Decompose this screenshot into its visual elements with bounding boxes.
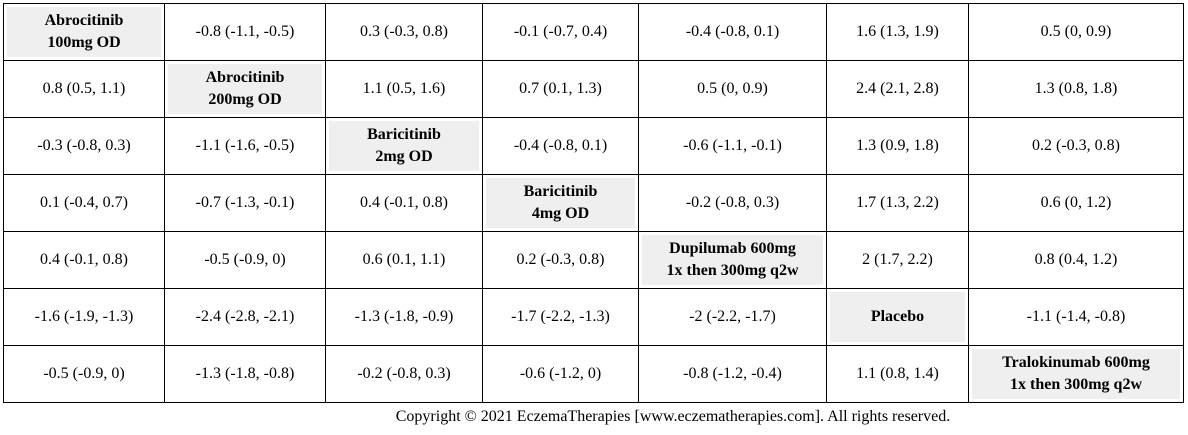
table-row: 0.4 (-0.1, 0.8) -0.5 (-0.9, 0) 0.6 (0.1, 1… xyxy=(3,231,1184,289)
comparison-cell: -0.2 (-0.8, 0.3) xyxy=(638,174,827,232)
footer: Copyright © 2021 EczemaTherapies [www.ec… xyxy=(395,408,951,425)
treatment-cell: Baricitinib 2mg OD xyxy=(325,117,483,175)
comparison-cell: -0.8 (-1.1, -0.5) xyxy=(164,3,326,61)
comparison-cell: 0.3 (-0.3, 0.8) xyxy=(325,3,483,61)
comparison-cell: -0.5 (-0.9, 0) xyxy=(3,345,165,403)
comparison-cell: -1.1 (-1.4, -0.8) xyxy=(968,288,1184,346)
comparison-cell: 1.1 (0.8, 1.4) xyxy=(826,345,969,403)
treatment-cell: Baricitinib 4mg OD xyxy=(482,174,639,232)
treatment-name: Abrocitinib 200mg OD xyxy=(168,64,322,114)
league-table: Abrocitinib 100mg OD -0.8 (-1.1, -0.5) 0.3… xyxy=(3,3,1184,403)
comparison-cell: 0.8 (0.5, 1.1) xyxy=(3,60,165,118)
comparison-cell: 2 (1.7, 2.2) xyxy=(826,231,969,289)
table-row: Abrocitinib 100mg OD -0.8 (-1.1, -0.5) 0.3… xyxy=(3,3,1184,61)
comparison-cell: -0.5 (-0.9, 0) xyxy=(164,231,326,289)
treatment-cell: Abrocitinib 100mg OD xyxy=(3,3,165,61)
table-row: -0.5 (-0.9, 0) -1.3 (-1.8, -0.8) -0.2 (-0.… xyxy=(3,345,1184,403)
table-row: 0.1 (-0.4, 0.7) -0.7 (-1.3, -0.1) 0.4 (-0.… xyxy=(3,174,1184,232)
comparison-cell: -1.3 (-1.8, -0.9) xyxy=(325,288,483,346)
comparison-cell: 0.2 (-0.3, 0.8) xyxy=(482,231,639,289)
comparison-cell: 1.1 (0.5, 1.6) xyxy=(325,60,483,118)
comparison-cell: -1.6 (-1.9, -1.3) xyxy=(3,288,165,346)
comparison-cell: 2.4 (2.1, 2.8) xyxy=(826,60,969,118)
treatment-name: Placebo xyxy=(830,292,965,342)
treatment-name: Baricitinib 4mg OD xyxy=(486,178,635,228)
comparison-cell: 0.2 (-0.3, 0.8) xyxy=(968,117,1184,175)
comparison-cell: -0.4 (-0.8, 0.1) xyxy=(638,3,827,61)
comparison-cell: -1.3 (-1.8, -0.8) xyxy=(164,345,326,403)
comparison-cell: -2 (-2.2, -1.7) xyxy=(638,288,827,346)
comparison-cell: 1.3 (0.9, 1.8) xyxy=(826,117,969,175)
comparison-cell: 0.5 (0, 0.9) xyxy=(968,3,1184,61)
comparison-cell: 0.5 (0, 0.9) xyxy=(638,60,827,118)
comparison-cell: -0.3 (-0.8, 0.3) xyxy=(3,117,165,175)
table-row: 0.8 (0.5, 1.1) Abrocitinib 200mg OD 1.1 (0… xyxy=(3,60,1184,118)
treatment-name: Abrocitinib 100mg OD xyxy=(7,7,161,57)
comparison-cell: 0.6 (0, 1.2) xyxy=(968,174,1184,232)
treatment-cell: Tralokinumab 600mg 1x then 300mg q2w xyxy=(968,345,1184,403)
treatment-name: Baricitinib 2mg OD xyxy=(329,121,479,171)
treatment-cell: Placebo xyxy=(826,288,969,346)
comparison-cell: -0.4 (-0.8, 0.1) xyxy=(482,117,639,175)
comparison-cell: -0.6 (-1.1, -0.1) xyxy=(638,117,827,175)
treatment-cell: Abrocitinib 200mg OD xyxy=(164,60,326,118)
comparison-cell: 0.1 (-0.4, 0.7) xyxy=(3,174,165,232)
comparison-cell: 0.6 (0.1, 1.1) xyxy=(325,231,483,289)
comparison-cell: 1.6 (1.3, 1.9) xyxy=(826,3,969,61)
treatment-name: Tralokinumab 600mg 1x then 300mg q2w xyxy=(972,349,1180,399)
table-row: -0.3 (-0.8, 0.3) -1.1 (-1.6, -0.5) Baricit… xyxy=(3,117,1184,175)
comparison-cell: -1.1 (-1.6, -0.5) xyxy=(164,117,326,175)
comparison-cell: 0.4 (-0.1, 0.8) xyxy=(325,174,483,232)
table-row: -1.6 (-1.9, -1.3) -2.4 (-2.8, -2.1) -1.3 (… xyxy=(3,288,1184,346)
treatment-name: Dupilumab 600mg 1x then 300mg q2w xyxy=(642,235,823,285)
comparison-cell: -1.7 (-2.2, -1.3) xyxy=(482,288,639,346)
comparison-cell: 0.8 (0.4, 1.2) xyxy=(968,231,1184,289)
treatment-cell: Dupilumab 600mg 1x then 300mg q2w xyxy=(638,231,827,289)
comparison-cell: 0.4 (-0.1, 0.8) xyxy=(3,231,165,289)
comparison-cell: 1.7 (1.3, 2.2) xyxy=(826,174,969,232)
comparison-cell: -0.6 (-1.2, 0) xyxy=(482,345,639,403)
comparison-cell: -2.4 (-2.8, -2.1) xyxy=(164,288,326,346)
comparison-cell: -0.2 (-0.8, 0.3) xyxy=(325,345,483,403)
comparison-cell: -0.7 (-1.3, -0.1) xyxy=(164,174,326,232)
comparison-cell: -0.1 (-0.7, 0.4) xyxy=(482,3,639,61)
comparison-cell: -0.8 (-1.2, -0.4) xyxy=(638,345,827,403)
comparison-cell: 1.3 (0.8, 1.8) xyxy=(968,60,1184,118)
comparison-cell: 0.7 (0.1, 1.3) xyxy=(482,60,639,118)
